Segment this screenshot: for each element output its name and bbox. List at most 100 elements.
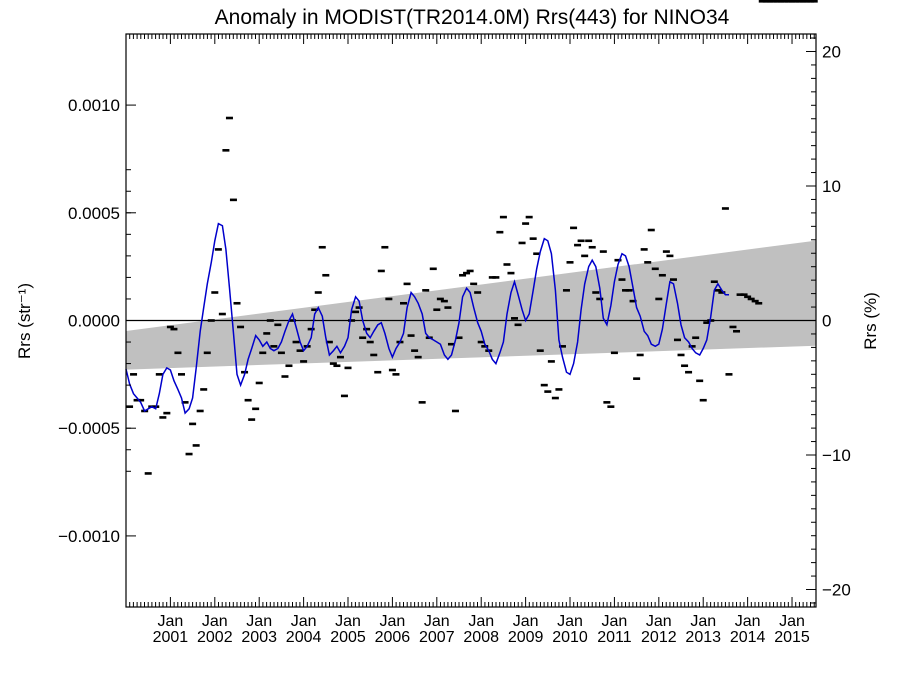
- x-tick-year-label: 2011: [597, 629, 632, 646]
- x-tick-year-label: 2004: [286, 629, 322, 646]
- data-point: [285, 364, 293, 368]
- x-tick-year-label: 2008: [463, 629, 499, 646]
- x-tick-month-label: Jan: [513, 613, 539, 630]
- x-tick-year-label: 2014: [730, 629, 766, 646]
- data-point: [144, 472, 152, 475]
- data-point: [418, 401, 426, 404]
- data-point: [200, 388, 208, 391]
- data-point: [211, 291, 219, 294]
- x-tick-year-label: 2007: [419, 629, 455, 646]
- data-point: [581, 254, 589, 258]
- data-point: [403, 282, 411, 286]
- data-point: [740, 293, 748, 296]
- data-point: [666, 254, 674, 258]
- data-point: [377, 269, 385, 273]
- data-point: [237, 325, 245, 329]
- data-point: [803, 0, 811, 3]
- x-tick-month-label: Jan: [557, 613, 583, 630]
- data-point: [189, 422, 197, 426]
- data-point: [681, 364, 689, 368]
- x-tick-year-label: 2003: [241, 629, 277, 646]
- data-point: [463, 271, 471, 275]
- data-point: [588, 245, 596, 249]
- y-axis-label-right: Rrs (%): [861, 292, 880, 350]
- data-point: [518, 241, 526, 245]
- data-point: [618, 278, 626, 281]
- data-point: [325, 340, 333, 344]
- data-point: [511, 317, 519, 320]
- data-point: [533, 252, 541, 256]
- data-point: [207, 319, 215, 322]
- data-point: [451, 409, 459, 413]
- data-point: [263, 332, 271, 335]
- data-point: [244, 398, 252, 402]
- data-point: [807, 0, 815, 3]
- data-point: [130, 373, 138, 376]
- data-point: [333, 364, 341, 368]
- data-point: [651, 267, 659, 271]
- data-point: [474, 291, 482, 294]
- data-point: [400, 301, 408, 305]
- data-point: [636, 353, 644, 357]
- data-point: [292, 340, 300, 344]
- chart-title: Anomaly in MODIST(TR2014.0M) Rrs(443) fo…: [215, 6, 730, 29]
- data-point: [192, 444, 200, 447]
- data-point: [677, 353, 685, 357]
- data-point: [729, 325, 737, 329]
- data-point: [688, 345, 696, 348]
- data-point: [348, 319, 356, 322]
- data-point: [762, 0, 770, 3]
- data-point: [185, 452, 193, 456]
- data-point: [499, 215, 507, 219]
- y-left-tick-label: −0.0010: [58, 527, 120, 546]
- data-point: [270, 345, 278, 348]
- data-point: [225, 116, 233, 120]
- data-point: [366, 340, 374, 344]
- data-point: [629, 299, 637, 303]
- data-point: [174, 351, 182, 355]
- data-point: [277, 351, 285, 355]
- y-left-tick-label: −0.0005: [58, 419, 120, 438]
- data-point: [392, 373, 400, 376]
- data-point: [429, 267, 437, 271]
- data-point: [585, 239, 593, 243]
- data-point: [673, 338, 681, 342]
- x-tick-year-label: 2015: [774, 629, 810, 646]
- axis-ticks: [126, 34, 816, 607]
- data-point: [625, 289, 633, 292]
- data-point: [658, 273, 666, 277]
- data-point: [733, 329, 741, 333]
- data-point: [562, 289, 570, 292]
- data-point: [203, 351, 211, 355]
- y-left-tick-label: 0.0000: [68, 312, 120, 331]
- data-point: [178, 373, 186, 376]
- y-right-tick-label: −20: [822, 581, 851, 600]
- data-point: [352, 310, 360, 314]
- data-point: [370, 353, 378, 357]
- data-point: [433, 308, 441, 312]
- data-point: [274, 323, 282, 327]
- data-point: [455, 336, 463, 340]
- data-point: [281, 375, 289, 378]
- y-right-tick-label: 10: [822, 177, 841, 196]
- data-point: [459, 273, 467, 277]
- y-axis-label-left: Rrs (str⁻¹): [15, 283, 34, 359]
- data-point: [444, 306, 452, 309]
- x-tick-month-label: Jan: [468, 613, 494, 630]
- data-point: [481, 345, 489, 348]
- data-point: [644, 261, 652, 264]
- data-point: [407, 334, 415, 337]
- data-point: [788, 0, 796, 3]
- data-point: [414, 355, 422, 359]
- data-point: [314, 291, 322, 294]
- data-point: [551, 396, 559, 400]
- x-tick-month-label: Jan: [735, 613, 761, 630]
- data-point: [773, 0, 781, 3]
- x-tick-year-label: 2013: [685, 629, 721, 646]
- data-point: [233, 301, 241, 305]
- data-point: [507, 271, 515, 275]
- data-point: [214, 248, 222, 251]
- data-point: [259, 351, 267, 355]
- data-point: [725, 373, 733, 376]
